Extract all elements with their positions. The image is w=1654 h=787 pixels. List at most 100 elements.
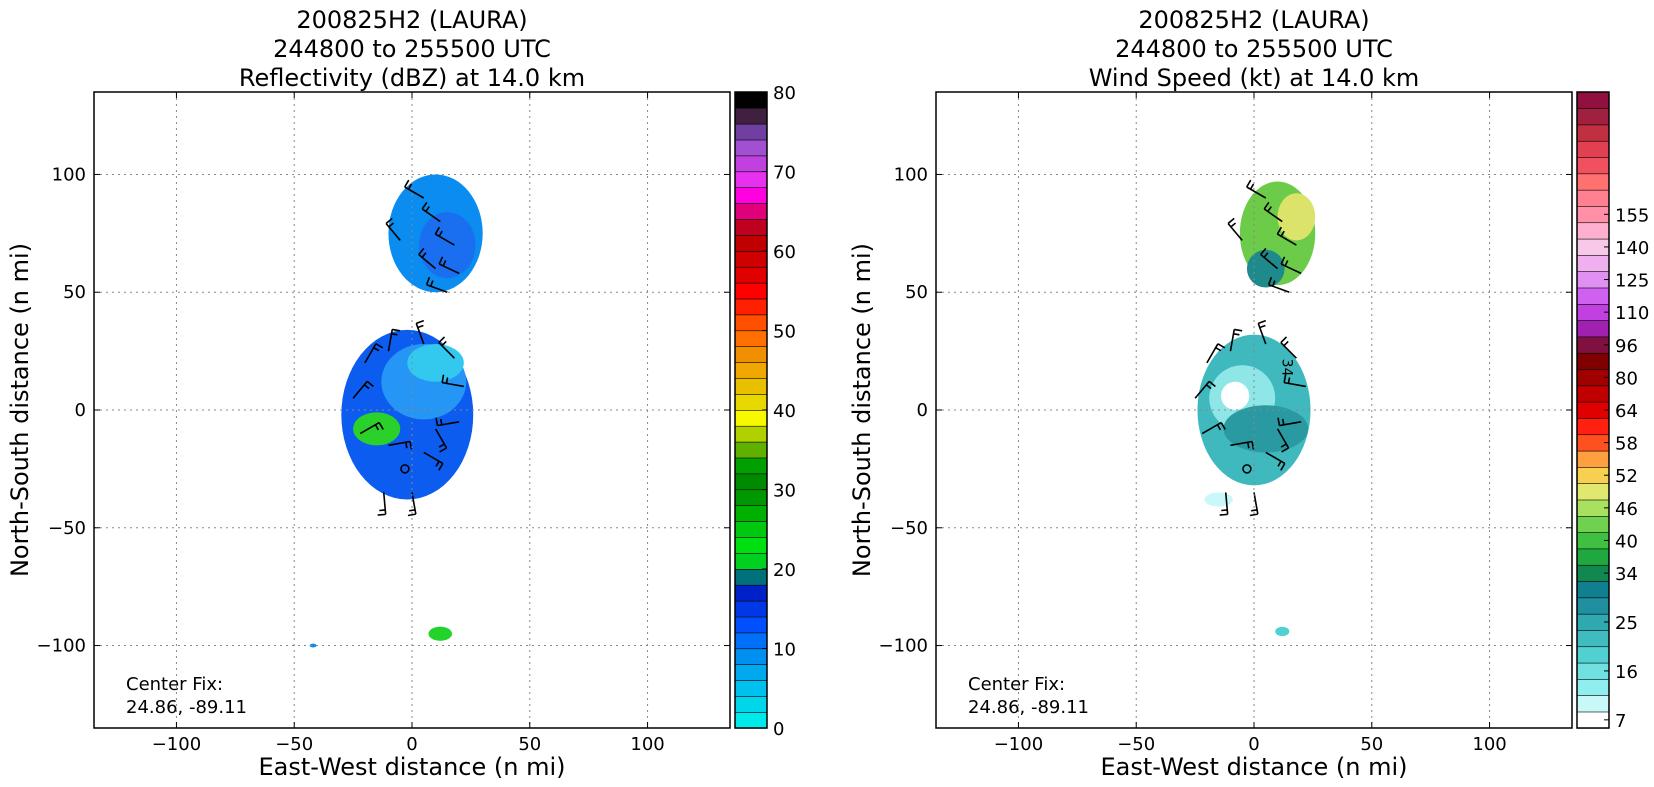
y-tick-label: 0 [75,400,86,421]
y-tick-label: −50 [48,518,86,539]
y-tick-label: −100 [37,636,86,657]
x-tick-label: 50 [518,734,541,755]
wind-barb [1260,247,1279,270]
colorbar-tick-label: 50 [773,322,796,343]
wind-barbs [352,179,464,517]
y-tick-label: −50 [890,518,928,539]
x-tick-label: −100 [994,734,1043,755]
colorbar-segment [734,266,768,284]
data-field [1197,181,1316,637]
chart-title-line: Wind Speed (kt) at 14.0 km [1089,64,1420,92]
y-tick-label: −100 [879,636,928,657]
storm-region [1277,193,1316,241]
wind-barb [359,421,384,435]
chart-title-line: 244800 to 255500 UTC [273,35,551,63]
storm-region [407,344,464,382]
colorbar-segment [734,187,768,204]
wind-barb [404,179,425,199]
colorbar-segment [1576,695,1610,713]
colorbar-segment [734,489,768,507]
colorbar-segment [734,536,768,554]
wind-barb [1194,380,1216,399]
wind-barb [418,247,437,270]
wind-barb [1263,201,1283,223]
wind-barb [1265,451,1286,471]
colorbar-segment [734,314,768,332]
wind-barb [1249,492,1259,517]
colorbar-segment [1576,287,1610,305]
colorbar-tick-label: 40 [1615,531,1638,552]
storm-region [1246,249,1285,288]
chart-panel-2: 200825H2 (LAURA)244800 to 255500 UTCWind… [848,6,1649,781]
wind-barb [1283,374,1306,388]
y-tick-label: 50 [63,282,86,303]
colorbar-segment [1576,254,1610,272]
wind-barb [364,343,384,364]
colorbar-segment [734,107,768,125]
wind-barb [434,226,455,246]
storm-region [428,626,453,641]
chart-title-line: 200825H2 (LAURA) [296,6,527,34]
chart-title-line: 200825H2 (LAURA) [1138,6,1369,34]
colorbar-segment [1576,156,1610,175]
colorbar-segment [734,648,768,666]
wind-barb [352,380,374,399]
wind-barb [1280,256,1302,275]
wind-barb [423,451,444,471]
colorbar-tick-label: 70 [773,163,796,184]
wind-barb [377,492,387,516]
colorbar-segment [734,568,768,586]
colorbar-segment [1576,580,1610,599]
wind-barb [1219,492,1229,516]
colorbar-segment [734,711,768,729]
colorbar-segment [734,695,768,713]
storm-region [1204,492,1233,507]
colorbar-segment [1576,173,1610,191]
y-axis-label: North-South distance (n mi) [6,243,34,577]
y-tick-label: 0 [917,400,928,421]
colorbar-segment [734,393,768,411]
data-field [309,174,483,648]
colorbar-segment [734,600,768,618]
contour-label: 34 [1278,359,1294,377]
colorbar-segment [734,171,768,189]
colorbar-segment [1576,597,1610,615]
y-axis-label: North-South distance (n mi) [848,243,876,577]
wind-barb [1257,319,1267,345]
colorbar-segment [734,139,768,157]
colorbar-segment [1576,124,1610,142]
colorbar-tick-label: 30 [773,481,796,502]
x-tick-label: 0 [1248,734,1259,755]
wind-barb [435,417,460,427]
colorbar-segment [1576,678,1610,696]
x-tick-label: 100 [630,734,664,755]
wind-barb [1267,276,1290,293]
wind-barb [438,336,455,359]
calm-marker [1242,464,1252,474]
storm-region [353,412,401,446]
storm-region [1275,626,1290,637]
colorbar-tick-label: 58 [1615,434,1638,455]
colorbar-tick-label: 125 [1615,271,1649,292]
wind-barb [385,217,401,241]
wind-barbs [1194,179,1306,517]
wind-barb [425,276,448,293]
wind-barb [1230,440,1255,450]
colorbar-segment [734,520,768,538]
colorbar-segment [1576,515,1610,533]
wind-barb [1201,421,1226,435]
colorbar-segment [734,250,768,268]
colorbar-tick-label: 110 [1615,303,1649,324]
colorbar-segment [1576,352,1610,370]
colorbar-tick-label: 52 [1615,466,1638,487]
wind-barb [1276,428,1290,453]
calm-marker [400,464,410,474]
colorbar-segment [734,361,768,379]
chart-panel-1: 200825H2 (LAURA)244800 to 255500 UTCRefl… [6,6,796,781]
colorbar-segment [1576,140,1610,158]
wind-barb [1227,217,1243,241]
chart-title-line: Reflectivity (dBZ) at 14.0 km [239,64,585,92]
y-tick-label: 50 [905,282,928,303]
colorbar-segment [734,123,768,141]
colorbar-segment [1576,91,1610,109]
